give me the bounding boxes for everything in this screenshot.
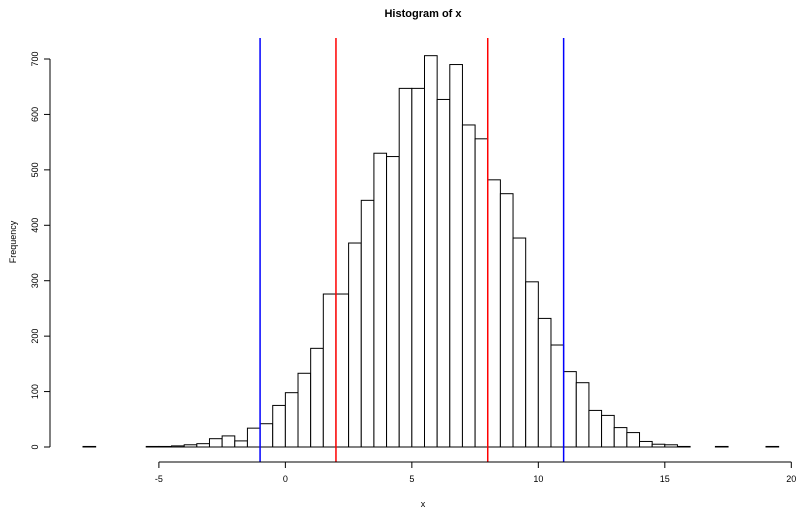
histogram-bar	[512, 237, 527, 448]
histogram-bar	[145, 445, 160, 448]
histogram-bar	[398, 87, 413, 448]
bars-group	[82, 55, 780, 448]
histogram-bar	[676, 445, 691, 448]
histogram-bar	[765, 445, 780, 448]
histogram-bar	[196, 443, 210, 448]
histogram-bar	[208, 438, 223, 448]
y-tick-label: 500	[30, 162, 40, 177]
histogram-bar	[82, 445, 97, 448]
histogram-bar	[348, 242, 362, 448]
histogram-bar	[474, 138, 489, 448]
histogram-bar	[284, 392, 299, 448]
histogram-bar	[449, 64, 463, 448]
x-tick-label: 15	[660, 474, 670, 484]
histogram-bar	[639, 440, 653, 448]
histogram-bar	[183, 444, 198, 448]
histogram-bar	[563, 371, 577, 448]
y-tick-label: 600	[30, 107, 40, 122]
x-axis: -5 0 5 10 15 20	[155, 461, 796, 484]
histogram-bar	[575, 382, 590, 448]
x-tick-label: -5	[155, 474, 163, 484]
histogram-bar	[297, 372, 312, 448]
histogram-bar	[550, 344, 565, 448]
histogram-bar	[411, 87, 426, 448]
histogram-bar	[335, 293, 350, 448]
y-tick-label: 300	[30, 273, 40, 288]
x-tick-label: 10	[533, 474, 543, 484]
histogram-bar	[487, 179, 501, 448]
chart-title: Histogram of x	[384, 8, 462, 20]
histogram-bar	[588, 409, 603, 448]
y-tick-label: 200	[30, 329, 40, 344]
histogram-bar	[272, 404, 286, 448]
x-tick-label: 20	[786, 474, 796, 484]
x-axis-title: x	[421, 499, 426, 509]
x-tick-label: 0	[283, 474, 288, 484]
histogram-bar	[424, 55, 438, 448]
y-tick-label: 100	[30, 384, 40, 399]
y-axis: 0 100 200 300 400 500 600 700	[30, 51, 51, 450]
histogram-bar	[499, 193, 514, 448]
histogram-bar	[461, 124, 476, 448]
histogram-bar	[373, 152, 388, 448]
histogram-bar	[601, 414, 615, 448]
reference-lines-group	[259, 38, 565, 462]
histogram-bar	[436, 98, 451, 448]
histogram-bar	[613, 427, 628, 448]
histogram-bar	[525, 281, 539, 448]
histogram-bar	[714, 445, 729, 448]
histogram-bar	[310, 347, 324, 448]
histogram-bar	[171, 445, 185, 448]
histogram-bar	[537, 317, 552, 448]
y-axis-title: Frequency	[8, 220, 18, 263]
histogram-bar	[234, 440, 248, 448]
y-tick-label: 700	[30, 51, 40, 66]
y-tick-label: 0	[30, 444, 40, 449]
histogram-bar	[246, 427, 261, 448]
histogram-bar	[259, 423, 274, 448]
histogram-bar	[360, 199, 375, 448]
histogram-bar	[386, 156, 400, 448]
histogram-bar	[322, 293, 337, 448]
histogram-bar	[651, 443, 666, 448]
histogram-bar	[221, 435, 236, 448]
histogram-bar	[626, 432, 641, 448]
histogram-bar	[664, 444, 678, 448]
x-tick-label: 5	[409, 474, 414, 484]
y-tick-label: 400	[30, 218, 40, 233]
histogram-bar	[158, 445, 173, 448]
